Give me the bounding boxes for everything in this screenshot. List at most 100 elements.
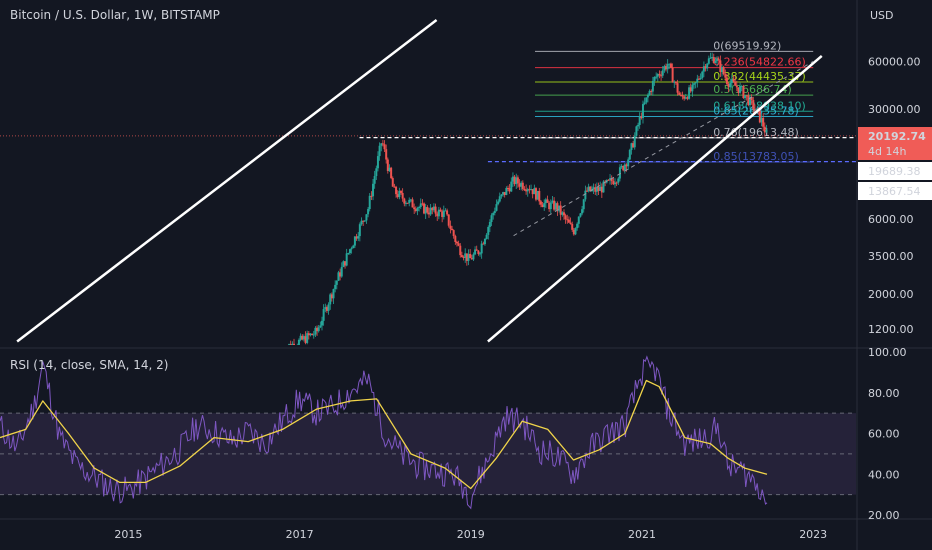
candle-24 [320,316,323,331]
candle-165 [553,197,556,212]
chart-title: Bitcoin / U.S. Dollar, 1W, BITSTAMP [10,8,220,22]
candle-129 [493,207,496,216]
candle-124 [485,233,488,240]
price-tick-label: 2000.00 [868,288,914,301]
candle-210 [627,157,630,170]
candle-36 [340,262,343,278]
candle-102 [449,220,452,234]
candle-110 [462,255,465,261]
candle-43 [352,244,355,249]
rsi-ma-line [0,379,768,490]
candle-98 [442,205,445,220]
candle-284 [748,95,751,110]
candle-20 [314,326,317,337]
candle-170 [561,211,564,217]
bar-countdown: 4d 14h [868,145,906,158]
candle-243 [681,91,684,100]
candle-207 [622,165,625,172]
candle-216 [637,122,640,131]
candle-213 [632,140,635,148]
candle-202 [614,178,617,188]
axes: 60000.0030000.0012000.006000.003500.0020… [114,55,920,541]
candle-212 [630,142,633,155]
candle-288 [755,108,758,111]
candle-78 [409,198,412,203]
candle-143 [516,175,519,188]
price-tick-label: 3500.00 [868,250,914,263]
candle-137 [507,185,510,192]
candle-38 [344,261,347,269]
candle-88 [426,205,429,215]
candle-178 [574,227,577,236]
candle-89 [427,207,430,218]
fib-level-0.618-label: 0.618(28938.10) [713,99,806,112]
candle-271 [727,82,730,93]
candle-246 [686,96,689,101]
candle-264 [716,56,719,67]
candle-237 [671,63,674,83]
price-tick-label: 1200.00 [868,323,914,336]
candle-120 [479,252,482,257]
candle-96 [439,207,442,212]
candle-97 [441,209,444,223]
candle-200 [610,175,613,185]
candle-95 [437,206,440,220]
candle-21 [316,325,319,336]
candle-15 [306,330,309,345]
candle-133 [500,194,503,199]
candle-255 [701,70,704,80]
fib-level-0.5-label: 0.5(36686.74) [713,83,792,96]
candle-118 [475,245,478,251]
candle-182 [581,206,584,216]
fib-level-0.85-label: 0.85(13783.05) [713,150,799,163]
candle-92 [432,203,435,213]
candle-279 [740,84,743,92]
candle-270 [725,73,728,86]
candle-84 [419,198,422,210]
candle-121 [480,240,483,259]
candle-179 [576,222,579,231]
candle-293 [763,122,766,137]
candle-231 [661,65,664,79]
candle-77 [408,197,411,207]
candle-280 [742,84,745,99]
candle-283 [747,91,750,107]
candle-58 [376,151,379,172]
candle-107 [457,240,460,247]
price-tick-label: 30000.00 [868,103,921,116]
candle-176 [571,221,574,232]
candle-252 [696,74,699,88]
candle-214 [633,132,636,150]
channel-line-0 [16,18,438,343]
candle-248 [689,83,692,93]
candle-22 [317,324,320,333]
candle-49 [362,220,365,226]
candle-276 [735,80,738,92]
candle-13 [302,334,305,342]
candle-201 [612,177,615,186]
candle-251 [694,81,697,89]
candle-239 [674,81,677,85]
candle-126 [488,219,491,233]
candle-93 [434,203,437,217]
candle-52 [367,207,370,218]
rsi-tick-label: 40.00 [868,468,900,481]
candle-181 [579,213,582,218]
candle-17 [309,333,312,337]
candle-86 [423,202,426,215]
candle-156 [538,187,541,205]
candle-56 [373,170,376,189]
candle-224 [650,89,653,96]
candle-269 [724,69,727,82]
candle-169 [559,201,562,221]
candle-229 [658,70,661,79]
candle-260 [709,52,712,59]
candle-44 [353,236,356,248]
time-tick-label: 2021 [628,528,656,541]
candle-19 [312,330,315,339]
candle-292 [762,113,765,131]
fib-level-0-label: 0(69519.92) [713,39,781,52]
candle-83 [418,205,421,212]
candle-274 [732,75,735,83]
candle-6 [291,341,294,345]
